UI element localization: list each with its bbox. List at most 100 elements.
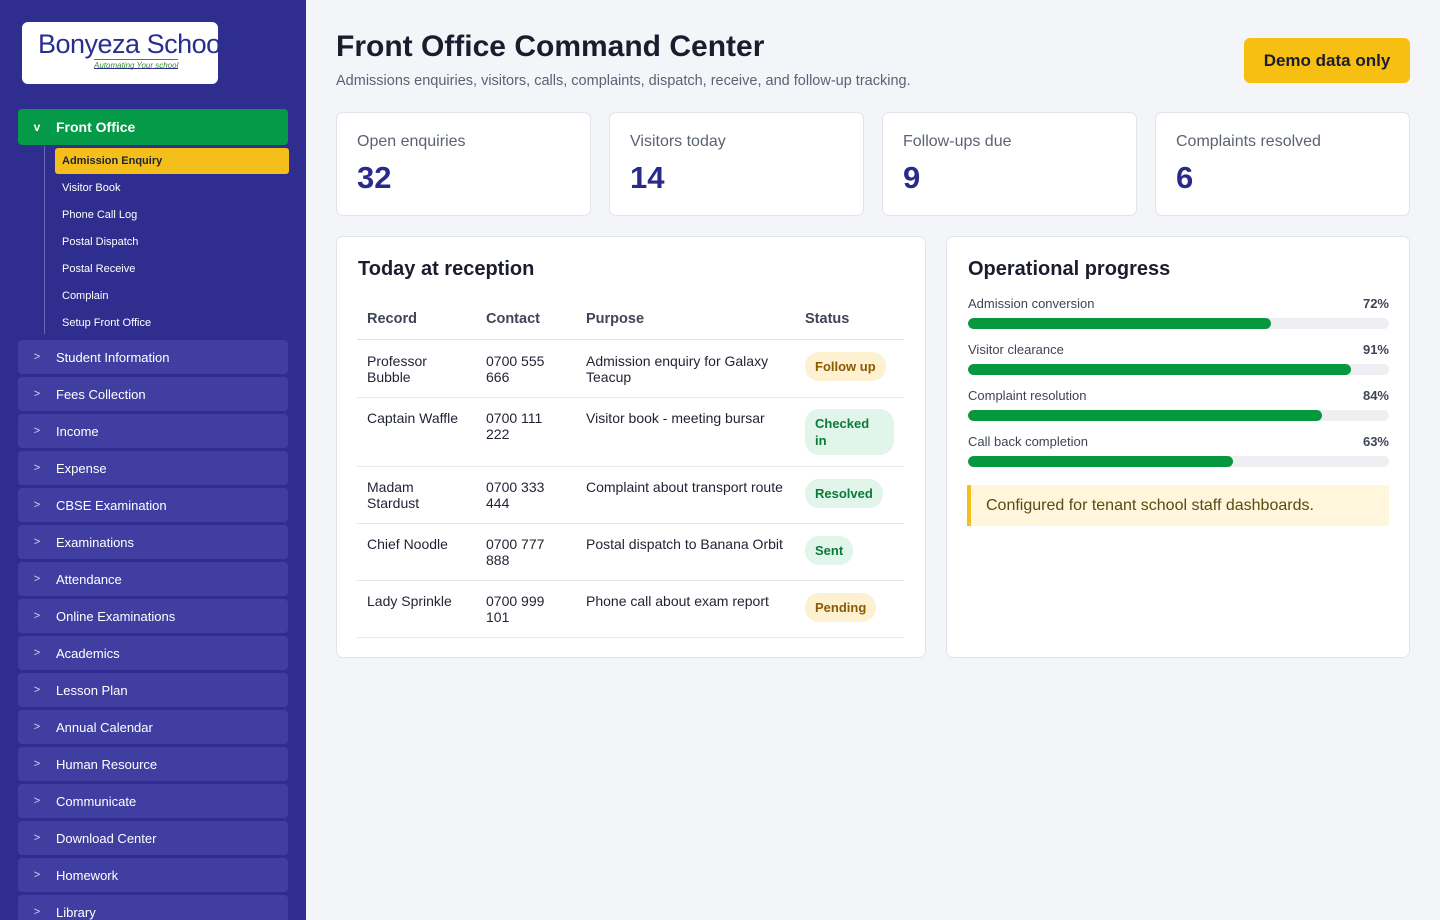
sidebar-item-label: Homework bbox=[56, 867, 119, 883]
chevron-right-icon: > bbox=[33, 499, 41, 511]
submenu-item-postal-dispatch[interactable]: Postal Dispatch bbox=[62, 236, 139, 248]
row-divider bbox=[357, 466, 904, 467]
stat-label: Follow-ups due bbox=[903, 133, 1012, 150]
progress-fill bbox=[968, 318, 1272, 329]
sidebar-item-annual-calendar[interactable]: > Annual Calendar bbox=[18, 710, 288, 744]
chevron-right-icon: > bbox=[33, 573, 41, 585]
sidebar-item-front-office[interactable]: v Front Office bbox=[18, 109, 288, 145]
cell-contact: 0700 111 222 bbox=[486, 410, 543, 442]
panel-title: Today at reception bbox=[358, 258, 535, 280]
stat-value: 6 bbox=[1176, 160, 1194, 195]
progress-label: Visitor clearance bbox=[968, 342, 1064, 357]
page-title: Front Office Command Center bbox=[336, 30, 765, 63]
stat-label: Visitors today bbox=[630, 133, 726, 150]
chevron-right-icon: > bbox=[33, 351, 41, 363]
status-badge: Resolved bbox=[805, 479, 883, 508]
stat-card-follow-ups-due: Follow-ups due 9 bbox=[882, 112, 1137, 216]
reception-panel: Today at reception Record Contact Purpos… bbox=[336, 236, 926, 658]
progress-percent: 63% bbox=[1362, 434, 1389, 449]
chevron-down-icon: v bbox=[33, 120, 41, 134]
sidebar-item-communicate[interactable]: > Communicate bbox=[18, 784, 288, 818]
chevron-right-icon: > bbox=[33, 721, 41, 733]
submenu-item-admission-enquiry[interactable]: Admission Enquiry bbox=[55, 148, 289, 174]
cell-purpose: Postal dispatch to Banana Orbit bbox=[586, 536, 783, 552]
chevron-right-icon: > bbox=[33, 832, 41, 844]
sidebar-item-label: Attendance bbox=[56, 571, 122, 587]
progress-track bbox=[968, 456, 1389, 467]
chevron-right-icon: > bbox=[33, 610, 41, 622]
stat-label: Complaints resolved bbox=[1176, 133, 1321, 150]
sidebar-item-student-information[interactable]: > Student Information bbox=[18, 340, 288, 374]
sidebar-item-library[interactable]: > Library bbox=[18, 895, 288, 920]
cell-record: Madam Stardust bbox=[367, 479, 420, 511]
column-header-status: Status bbox=[805, 311, 850, 327]
submenu-item-phone-call-log[interactable]: Phone Call Log bbox=[62, 209, 138, 221]
cell-purpose: Admission enquiry for Galaxy Teacup bbox=[586, 353, 769, 385]
chevron-right-icon: > bbox=[33, 388, 41, 400]
progress-percent: 91% bbox=[1362, 342, 1389, 357]
cell-contact: 0700 333 444 bbox=[486, 479, 545, 511]
stat-card-complaints-resolved: Complaints resolved 6 bbox=[1155, 112, 1410, 216]
sidebar-item-label: Communicate bbox=[56, 793, 137, 809]
sidebar-item-label: Fees Collection bbox=[56, 386, 146, 402]
sidebar-item-label: CBSE Examination bbox=[56, 497, 167, 513]
sidebar-item-label: Income bbox=[56, 423, 99, 439]
sidebar-item-income[interactable]: > Income bbox=[18, 414, 288, 448]
status-badge: Sent bbox=[805, 536, 854, 565]
progress-fill bbox=[968, 410, 1322, 421]
sidebar-item-label: Annual Calendar bbox=[56, 719, 153, 735]
sidebar-item-label: Human Resource bbox=[56, 756, 158, 772]
sidebar-item-expense[interactable]: > Expense bbox=[18, 451, 288, 485]
submenu-item-complain[interactable]: Complain bbox=[62, 290, 109, 302]
progress-track bbox=[968, 364, 1389, 375]
status-badge: Pending bbox=[805, 593, 877, 622]
sidebar: Bonyeza School Automating Your school v … bbox=[0, 0, 306, 920]
cell-purpose: Visitor book - meeting bursar bbox=[586, 410, 765, 426]
progress-label: Complaint resolution bbox=[968, 388, 1087, 403]
sidebar-item-online-examinations[interactable]: > Online Examinations bbox=[18, 599, 288, 633]
progress-track bbox=[968, 410, 1389, 421]
sidebar-item-fees-collection[interactable]: > Fees Collection bbox=[18, 377, 288, 411]
cell-purpose: Phone call about exam report bbox=[586, 593, 769, 609]
cell-record: Lady Sprinkle bbox=[367, 593, 452, 609]
stat-value: 14 bbox=[630, 160, 665, 195]
chevron-right-icon: > bbox=[33, 795, 41, 807]
chevron-right-icon: > bbox=[33, 425, 41, 437]
progress-label: Call back completion bbox=[968, 434, 1088, 449]
sidebar-item-examinations[interactable]: > Examinations bbox=[18, 525, 288, 559]
cell-contact: 0700 777 888 bbox=[486, 536, 545, 568]
sidebar-item-attendance[interactable]: > Attendance bbox=[18, 562, 288, 596]
progress-track bbox=[968, 318, 1389, 329]
sidebar-item-cbse-examination[interactable]: > CBSE Examination bbox=[18, 488, 288, 522]
column-header-record: Record bbox=[367, 311, 417, 327]
row-divider bbox=[357, 397, 904, 398]
sidebar-item-lesson-plan[interactable]: > Lesson Plan bbox=[18, 673, 288, 707]
column-header-purpose: Purpose bbox=[586, 311, 645, 327]
status-badge: Checked in bbox=[805, 409, 894, 455]
sidebar-item-academics[interactable]: > Academics bbox=[18, 636, 288, 670]
submenu-item-visitor-book[interactable]: Visitor Book bbox=[62, 182, 121, 194]
row-divider bbox=[357, 580, 904, 581]
sidebar-item-label: Front Office bbox=[56, 119, 136, 135]
cell-record: Captain Waffle bbox=[367, 410, 459, 426]
submenu-item-postal-receive[interactable]: Postal Receive bbox=[62, 263, 136, 275]
submenu-item-setup-front-office[interactable]: Setup Front Office bbox=[62, 317, 152, 329]
demo-data-button[interactable]: Demo data only bbox=[1244, 38, 1410, 83]
table-header-divider bbox=[357, 339, 904, 340]
cell-record: Chief Noodle bbox=[367, 536, 448, 552]
row-divider bbox=[357, 637, 904, 638]
progress-label: Admission conversion bbox=[968, 296, 1095, 311]
chevron-right-icon: > bbox=[33, 758, 41, 770]
sidebar-item-label: Student Information bbox=[56, 349, 170, 365]
cell-purpose: Complaint about transport route bbox=[586, 479, 783, 495]
cell-record: Professor Bubble bbox=[367, 353, 427, 385]
school-logo[interactable]: Bonyeza School Automating Your school bbox=[22, 22, 227, 84]
stat-card-visitors-today: Visitors today 14 bbox=[609, 112, 864, 216]
sidebar-item-download-center[interactable]: > Download Center bbox=[18, 821, 288, 855]
sidebar-item-human-resource[interactable]: > Human Resource bbox=[18, 747, 288, 781]
progress-panel: Operational progress Admission conversio… bbox=[946, 236, 1410, 658]
sidebar-item-homework[interactable]: > Homework bbox=[18, 858, 288, 892]
sidebar-item-label: Online Examinations bbox=[56, 608, 176, 624]
sidebar-item-label: Examinations bbox=[56, 534, 135, 550]
stat-card-open-enquiries: Open enquiries 32 bbox=[336, 112, 591, 216]
